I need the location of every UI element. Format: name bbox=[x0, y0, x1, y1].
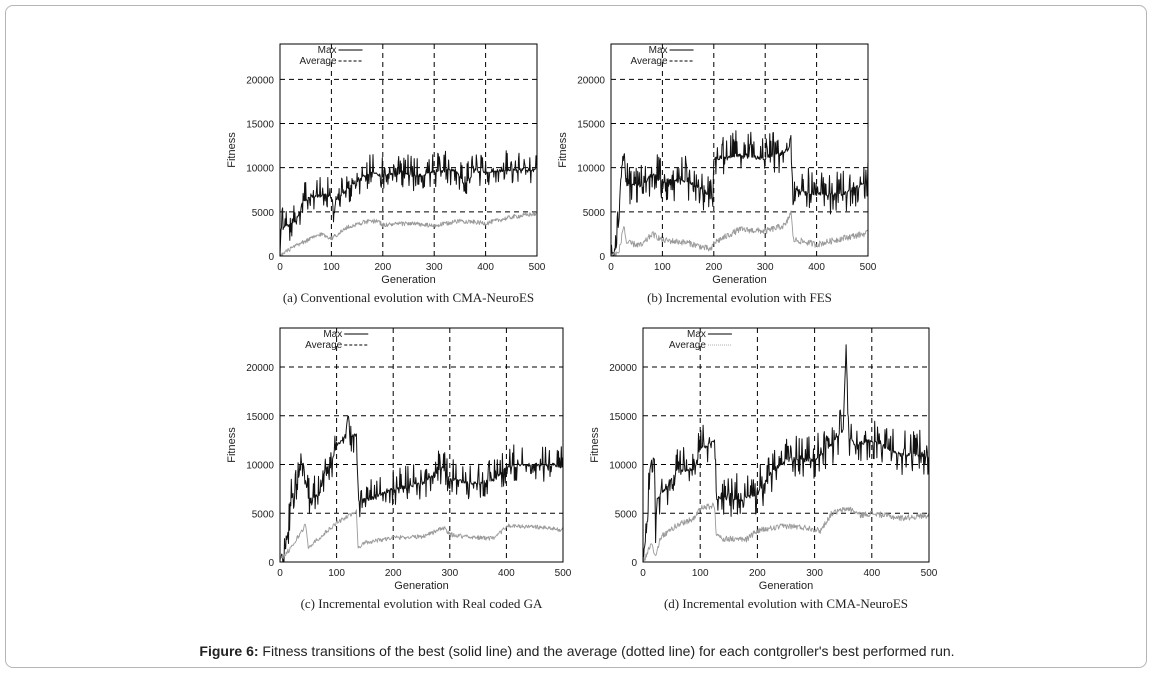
chart-panel-d: 0 100 200 300 400 50005000100001500020000Gene… bbox=[589, 328, 938, 611]
y-tick-label: 20000 bbox=[609, 363, 637, 374]
legend-max-label: Max bbox=[687, 329, 706, 340]
y-axis-label: Fitness bbox=[557, 132, 569, 168]
x-tick-label: 300 bbox=[757, 262, 774, 273]
legend-average-label: Average bbox=[630, 56, 668, 67]
y-tick-label: 20000 bbox=[246, 363, 274, 374]
chart-panel-a: 0 100 200 300 400 50005000100001500020000Gene… bbox=[226, 44, 546, 305]
y-tick-label: 15000 bbox=[609, 412, 637, 423]
average-series-line bbox=[280, 510, 563, 561]
x-tick-label: 400 bbox=[808, 262, 825, 273]
max-series-line bbox=[643, 345, 929, 562]
x-axis-label: Generation bbox=[759, 580, 813, 592]
y-axis-label: Fitness bbox=[226, 132, 238, 168]
y-tick-label: 5000 bbox=[615, 509, 638, 520]
y-tick-label: 10000 bbox=[609, 461, 637, 472]
max-series-line bbox=[280, 416, 563, 562]
average-series-line bbox=[643, 503, 929, 562]
x-tick-label: 0 bbox=[640, 568, 646, 579]
chart-panel-b: 0 100 200 300 400 50005000100001500020000Gene… bbox=[557, 44, 877, 305]
figure-canvas: 0 100 200 300 400 50005000100001500020000Gene… bbox=[0, 0, 1154, 640]
caption-label: Figure 6: bbox=[199, 643, 258, 659]
x-tick-label: 0 bbox=[277, 568, 283, 579]
x-tick-label: 200 bbox=[374, 262, 391, 273]
chart-subtitle: (b) Incremental evolution with FES bbox=[647, 290, 832, 305]
x-tick-label: 400 bbox=[863, 568, 880, 579]
x-tick-label: 300 bbox=[806, 568, 823, 579]
x-tick-label: 400 bbox=[498, 568, 515, 579]
y-tick-label: 20000 bbox=[577, 75, 605, 86]
caption-text: Fitness transitions of the best (solid l… bbox=[259, 643, 955, 659]
legend-max-label: Max bbox=[318, 45, 337, 56]
x-tick-label: 500 bbox=[860, 262, 877, 273]
x-tick-label: 100 bbox=[323, 262, 340, 273]
legend-average-label: Average bbox=[299, 56, 337, 67]
plot-area-border bbox=[611, 44, 868, 256]
y-tick-label: 5000 bbox=[252, 509, 275, 520]
x-axis-label: Generation bbox=[394, 580, 448, 592]
x-tick-label: 200 bbox=[749, 568, 766, 579]
chart-subtitle: (a) Conventional evolution with CMA-Neur… bbox=[283, 290, 534, 305]
x-tick-label: 0 bbox=[608, 262, 614, 273]
x-axis-label: Generation bbox=[381, 274, 435, 286]
x-tick-label: 200 bbox=[385, 568, 402, 579]
y-tick-label: 15000 bbox=[246, 412, 274, 423]
x-tick-label: 100 bbox=[654, 262, 671, 273]
y-tick-label: 20000 bbox=[246, 75, 274, 86]
average-series-line bbox=[611, 211, 868, 256]
legend-average-label: Average bbox=[305, 340, 343, 351]
y-tick-label: 0 bbox=[631, 558, 637, 569]
chart-subtitle: (c) Incremental evolution with Real code… bbox=[301, 596, 543, 611]
y-tick-label: 10000 bbox=[246, 164, 274, 175]
y-tick-label: 10000 bbox=[246, 461, 274, 472]
legend-average-label: Average bbox=[669, 340, 707, 351]
y-tick-label: 15000 bbox=[246, 120, 274, 131]
max-series-line bbox=[280, 151, 537, 256]
y-axis-label: Fitness bbox=[589, 427, 601, 463]
y-tick-label: 0 bbox=[599, 252, 605, 263]
chart-panel-c: 0 100 200 300 400 50005000100001500020000Gene… bbox=[226, 328, 572, 611]
y-axis-label: Fitness bbox=[226, 427, 238, 463]
x-tick-label: 500 bbox=[921, 568, 938, 579]
x-tick-label: 400 bbox=[477, 262, 494, 273]
y-tick-label: 5000 bbox=[583, 208, 606, 219]
x-tick-label: 300 bbox=[441, 568, 458, 579]
y-tick-label: 10000 bbox=[577, 164, 605, 175]
legend-max-label: Max bbox=[323, 329, 342, 340]
chart-subtitle: (d) Incremental evolution with CMA-Neuro… bbox=[664, 596, 908, 611]
x-tick-label: 0 bbox=[277, 262, 283, 273]
x-tick-label: 200 bbox=[705, 262, 722, 273]
y-tick-label: 0 bbox=[268, 252, 274, 263]
y-tick-label: 5000 bbox=[252, 208, 275, 219]
x-tick-label: 500 bbox=[555, 568, 572, 579]
y-tick-label: 0 bbox=[268, 558, 274, 569]
x-tick-label: 300 bbox=[426, 262, 443, 273]
x-axis-label: Generation bbox=[712, 274, 766, 286]
figure-caption: Figure 6: Fitness transitions of the bes… bbox=[0, 643, 1154, 659]
y-tick-label: 15000 bbox=[577, 120, 605, 131]
x-tick-label: 500 bbox=[529, 262, 546, 273]
x-tick-label: 100 bbox=[328, 568, 345, 579]
legend-max-label: Max bbox=[649, 45, 668, 56]
x-tick-label: 100 bbox=[692, 568, 709, 579]
average-series-line bbox=[280, 212, 537, 256]
